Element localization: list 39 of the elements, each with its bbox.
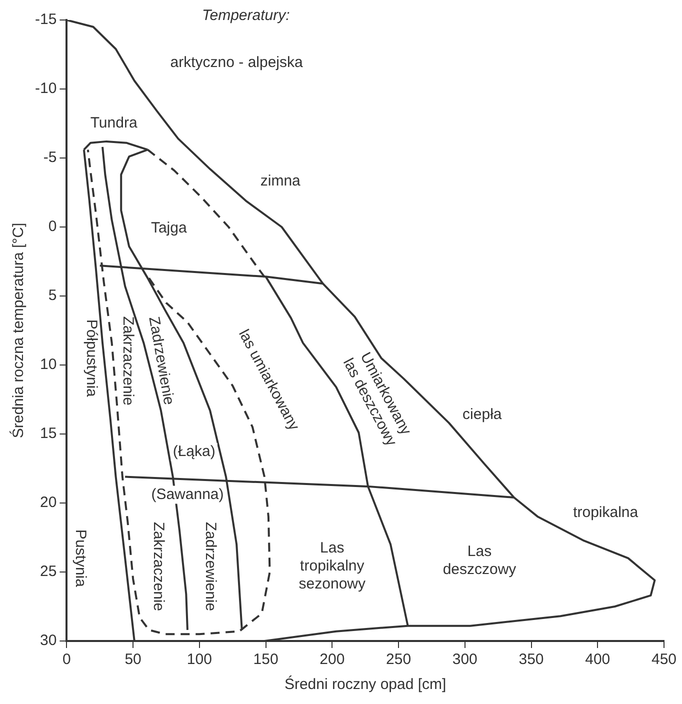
x-tick-label: 450 (651, 651, 677, 668)
y-tick-label: 5 (48, 287, 57, 304)
x-tick-label: 0 (62, 651, 71, 668)
annotation: tropikalna (573, 504, 639, 521)
y-axis-title: Średnia roczna temperatura [°C] (9, 222, 28, 438)
annotation: Pustynia (72, 529, 89, 588)
y-tick-label: 20 (40, 494, 57, 512)
annotation: Las deszczowy (442, 543, 517, 578)
y-tick-label: 15 (40, 425, 57, 442)
annotation: Tajga (150, 220, 188, 237)
x-tick-label: 250 (386, 651, 412, 668)
annotation: Zakrzaczenie (120, 316, 137, 406)
x-tick-label: 150 (253, 651, 278, 668)
annotation: ciepła (462, 406, 502, 423)
y-tick-label: -5 (43, 149, 57, 166)
y-tick-label: 0 (48, 218, 57, 236)
x-tick-label: 50 (124, 651, 142, 668)
annotation: Zakrzaczenie (150, 522, 168, 612)
annotation: arktyczno - alpejska (170, 54, 304, 71)
x-tick-label: 350 (518, 651, 544, 668)
x-tick-label: 400 (585, 651, 610, 668)
annotation: Zadrzewienie (202, 522, 219, 612)
y-tick-label: 25 (40, 563, 57, 580)
x-tick-label: 100 (186, 651, 212, 668)
x-axis-title: Średni roczny opad [cm] (284, 675, 446, 694)
annotation: Półpustynia (83, 319, 100, 398)
y-tick-label: -15 (34, 11, 57, 28)
y-tick-label: -10 (34, 80, 57, 98)
annotation: (Sawanna) (151, 486, 224, 503)
annotation: Temperatury: (202, 7, 290, 24)
annotation: Las tropikalny sezonowy (298, 540, 366, 593)
x-tick-label: 300 (452, 651, 478, 668)
annotation: zimna (260, 172, 302, 190)
x-tick-label: 200 (320, 651, 345, 668)
annotation: (Łąka) (172, 443, 216, 460)
y-tick-label: 30 (40, 632, 57, 650)
annotation: Zadrzewienie (145, 315, 178, 406)
y-tick-label: 10 (40, 356, 57, 374)
annotation: Tundra (90, 114, 138, 132)
